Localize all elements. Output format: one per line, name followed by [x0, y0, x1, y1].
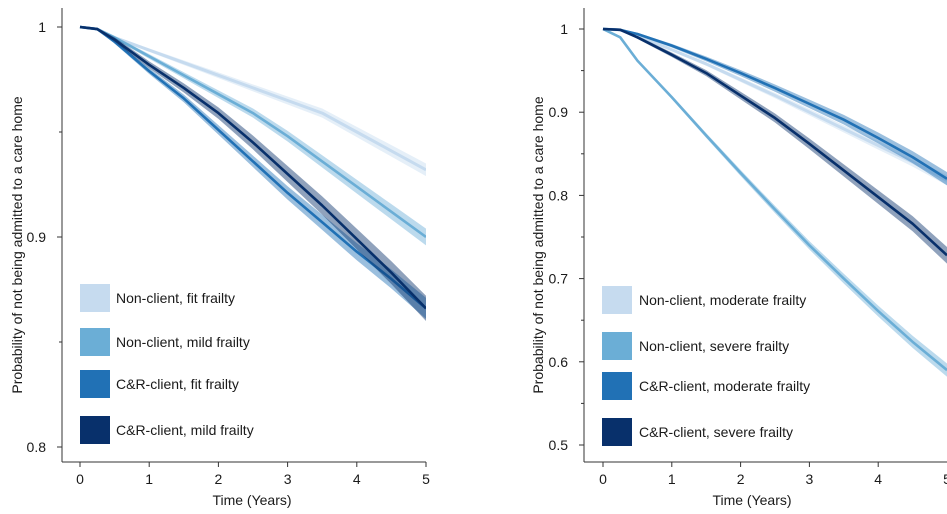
panel-1-x-axis-label: Time (Years): [212, 492, 291, 508]
panel-1: 0 1 2 3 4 5 1 0.9 0.8 Time (Years) Probability of …: [9, 8, 430, 508]
panel-2-legend-swatch-2: [602, 332, 632, 360]
panel-1-series-3-band: [80, 27, 426, 319]
panel-1-series-2-line: [79, 25, 426, 239]
panel-2-x-tick-label: 1: [668, 471, 676, 487]
panel-2-y-tick-label: 0.8: [549, 187, 569, 203]
panel-2-y-tick-label: 1: [560, 21, 568, 37]
panel-2-legend-swatch-1: [602, 286, 632, 314]
panel-2-y-tick-label: 0.9: [549, 104, 569, 120]
panel-2-legend-label-1: Non-client, moderate frailty: [639, 292, 806, 308]
panel-1-legend-swatch-3: [80, 370, 110, 398]
panel-2-legend-label-4: C&R-client, severe frailty: [639, 424, 793, 440]
panel-1-series-4-line: [79, 25, 426, 310]
panel-2-series-1-band: [603, 29, 947, 186]
panel-1-y-tick-label: 1: [38, 19, 46, 35]
panel-1-legend: Non-client, fit frailty Non-client, mild …: [80, 284, 254, 444]
panel-2-series-3-band: [603, 29, 947, 186]
panel-2-legend-label-2: Non-client, severe frailty: [639, 338, 789, 354]
panel-2-series-3-line: [602, 27, 947, 180]
panel-1-y-axis-label: Probability of not being admitted to a c…: [9, 96, 25, 394]
panel-2-y-tick-label: 0.7: [549, 271, 569, 287]
panel-1-x-tick-label: 2: [215, 471, 223, 487]
panel-2-x-tick-label: 5: [943, 471, 947, 487]
panel-1-series-3-line: [79, 25, 426, 310]
panel-1-legend-label-3: C&R-client, fit frailty: [116, 376, 239, 392]
panel-2-legend-swatch-4: [602, 418, 632, 446]
panel-2-legend-label-3: C&R-client, moderate frailty: [639, 378, 810, 394]
panel-2-y-tick-label: 0.5: [549, 437, 569, 453]
panel-1-legend-swatch-2: [80, 328, 110, 356]
panel-2-y-axis-label: Probability of not being admitted to a c…: [530, 96, 546, 394]
panel-1-x-tick-label: 5: [422, 471, 430, 487]
panel-2-series-4-line: [602, 27, 947, 257]
panel-2-y-tick-label: 0.6: [549, 354, 569, 370]
panel-1-y-tick-label: 0.8: [27, 439, 47, 455]
panel-1-series-4-band: [80, 27, 426, 321]
panel-1-legend-label-2: Non-client, mild frailty: [116, 334, 250, 350]
panel-2: 0 1 2 3 4 5 1 0.9 0.8 0.7 0.6 0.5 Time (Years) Probab…: [530, 8, 947, 508]
panel-2-legend: Non-client, moderate frailty Non-client, …: [602, 286, 810, 446]
panel-1-x-tick-label: 4: [353, 471, 361, 487]
panel-2-series-2-band: [603, 29, 947, 377]
panel-2-x-tick-label: 4: [874, 471, 882, 487]
panel-1-x-tick-label: 3: [284, 471, 292, 487]
panel-1-legend-swatch-1: [80, 284, 110, 312]
panel-2-x-axis-label: Time (Years): [712, 492, 791, 508]
panel-1-legend-label-4: C&R-client, mild frailty: [116, 422, 254, 438]
panel-2-x-tick-label: 2: [737, 471, 745, 487]
panel-1-legend-swatch-4: [80, 416, 110, 444]
panel-1-legend-label-1: Non-client, fit frailty: [116, 290, 235, 306]
panel-1-x-tick-label: 0: [76, 471, 84, 487]
panel-2-x-tick-label: 0: [599, 471, 607, 487]
panel-2-legend-swatch-3: [602, 372, 632, 400]
panel-2-x-tick-label: 3: [806, 471, 814, 487]
panel-1-x-tick-label: 1: [145, 471, 153, 487]
panel-1-y-tick-label: 0.9: [27, 229, 47, 245]
panel-2-plot-area: [602, 27, 947, 377]
panel-1-plot-area: [79, 25, 426, 321]
panel-2-series-2-line: [602, 27, 947, 372]
